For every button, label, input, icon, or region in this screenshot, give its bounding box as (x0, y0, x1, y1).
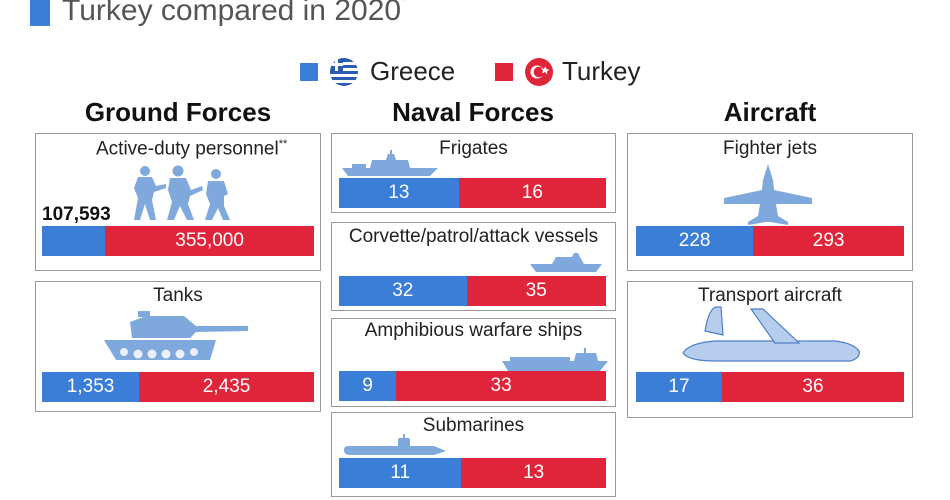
bar-transport-aircraft: 17 36 (636, 372, 904, 402)
turkey-flag-icon (525, 58, 553, 86)
label-active-duty-personnel: Active-duty personnel** (96, 138, 288, 160)
chart-title: Turkey compared in 2020* (62, 0, 407, 27)
bar-segment-greece-transport-aircraft: 17 (636, 372, 722, 402)
category-aircraft: Aircraft (723, 97, 817, 127)
bar-amphibious: 9 33 (339, 371, 606, 401)
title-marker (30, 0, 50, 26)
label-submarines: Submarines (422, 415, 525, 436)
bar-segment-turkey-fighter-jets: 293 (753, 226, 904, 256)
legend-swatch-turkey (495, 63, 513, 81)
corvette-icon (530, 253, 602, 272)
bar-segment-greece-amphibious: 9 (339, 371, 397, 401)
soldiers-icon (134, 165, 230, 220)
bar-frigates: 13 16 (339, 178, 606, 208)
bar-corvettes: 32 35 (339, 276, 606, 306)
amphibious-ship-icon (502, 348, 608, 371)
legend-swatch-greece (300, 63, 318, 81)
frigate-icon (342, 150, 438, 176)
bar-segment-turkey-amphibious: 33 (396, 371, 606, 401)
bar-fighter-jets: 228 293 (636, 226, 904, 256)
bar-submarines: 11 13 (339, 458, 606, 488)
label-amphibious: Amphibious warfare ships (364, 320, 583, 341)
bar-segment-greece-tanks: 1,353 (42, 372, 140, 402)
bar-segment-greece-fighter-jets: 228 (636, 226, 754, 256)
legend-label-turkey: Turkey (562, 56, 641, 86)
value-label-personnel-greece: 107,593 (42, 204, 111, 225)
bar-active-duty-personnel: 355,000 (42, 226, 314, 256)
fighter-jet-icon (724, 164, 812, 225)
submarine-icon (344, 434, 446, 455)
bar-segment-greece-active-duty-personnel (42, 226, 106, 256)
label-fighter-jets: Fighter jets (723, 138, 817, 159)
category-naval-forces: Naval Forces (392, 97, 554, 127)
bar-segment-greece-frigates: 13 (339, 178, 459, 208)
label-tanks: Tanks (153, 285, 203, 306)
legend-label-greece: Greece (370, 56, 456, 86)
bar-segment-greece-corvettes: 32 (339, 276, 467, 306)
transport-aircraft-icon (682, 306, 860, 362)
bar-segment-turkey-transport-aircraft: 36 (721, 372, 904, 402)
bar-segment-turkey-active-duty-personnel: 355,000 (105, 226, 314, 256)
bar-segment-turkey-submarines: 13 (461, 458, 606, 488)
label-corvettes: Corvette/patrol/attack vessels (348, 226, 599, 247)
bar-segment-turkey-frigates: 16 (458, 178, 606, 208)
bar-segment-turkey-corvettes: 35 (466, 276, 606, 306)
tank-icon (104, 311, 248, 360)
label-frigates: Frigates (439, 138, 508, 159)
greece-flag-icon (330, 58, 358, 86)
label-transport-aircraft: Transport aircraft (698, 285, 842, 306)
bar-tanks: 1,353 2,435 (42, 372, 314, 402)
bar-segment-greece-submarines: 11 (339, 458, 462, 488)
bar-segment-turkey-tanks: 2,435 (139, 372, 314, 402)
category-ground-forces: Ground Forces (84, 97, 272, 127)
